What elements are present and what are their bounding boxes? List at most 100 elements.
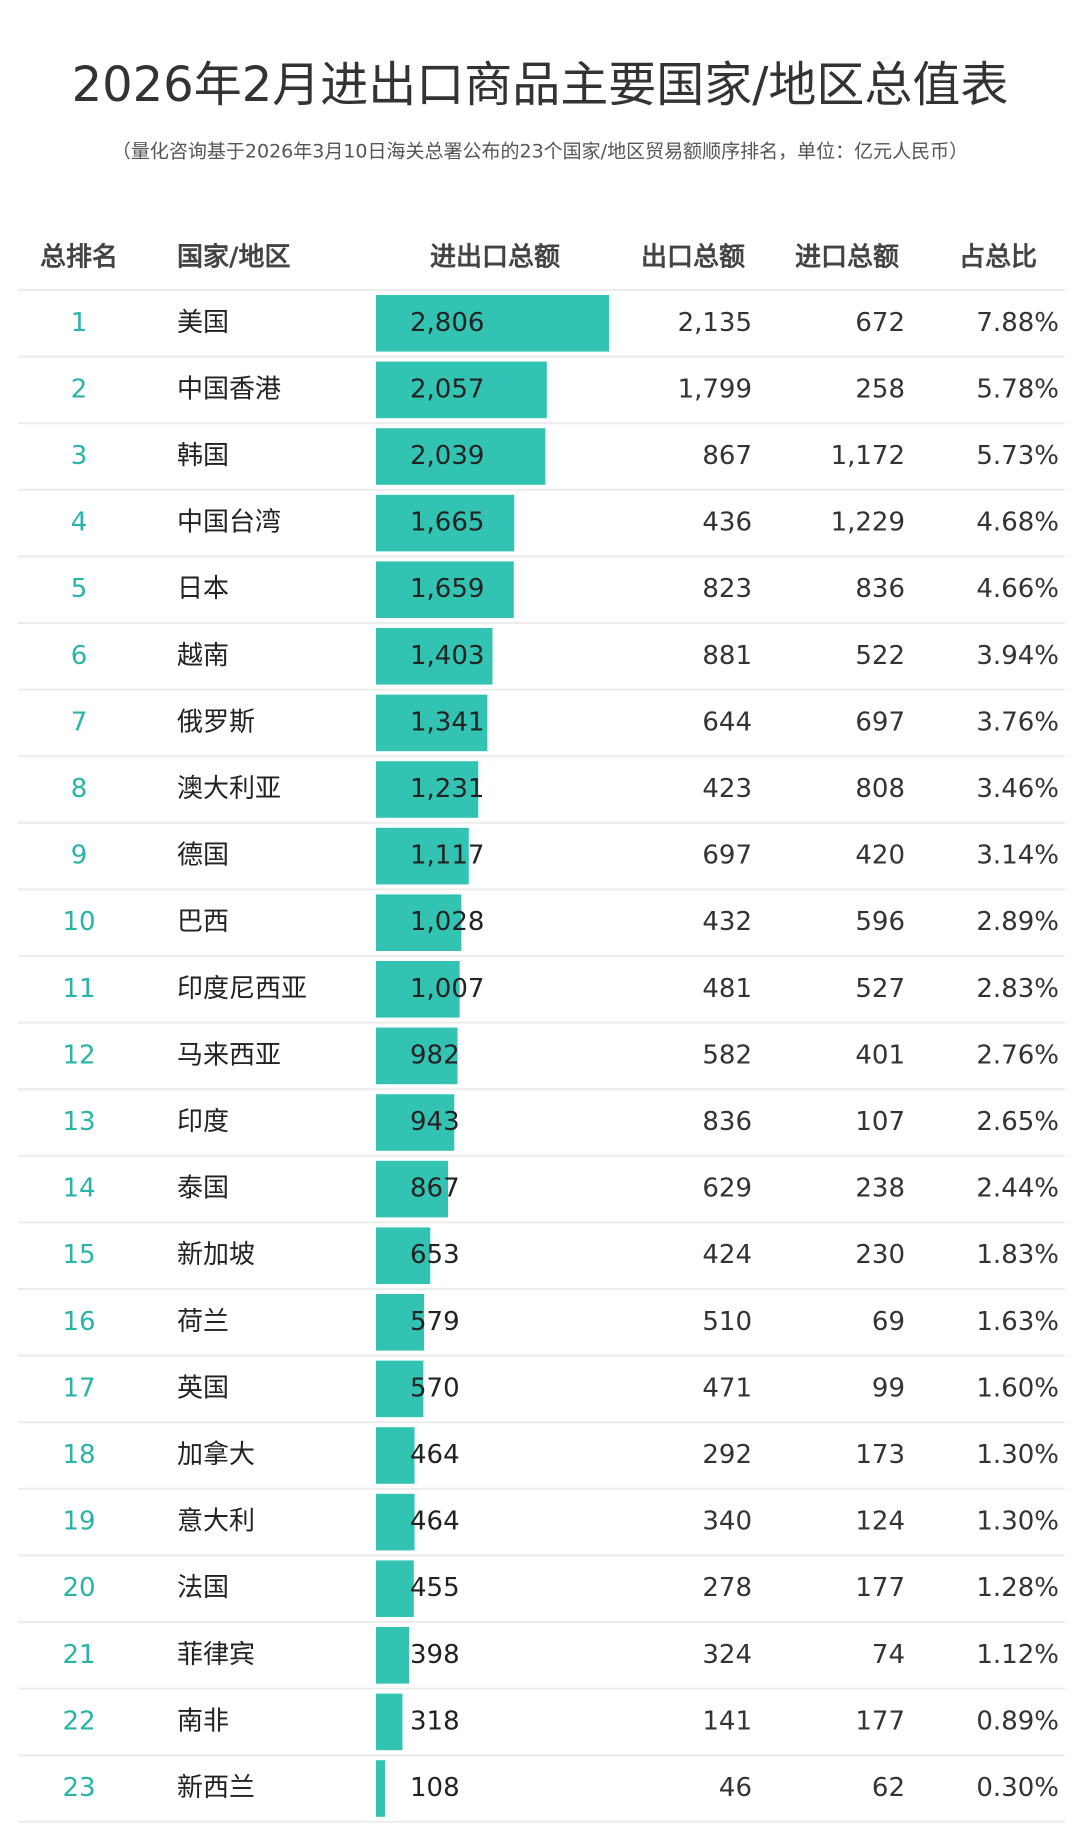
share-value: 3.46% [976,774,1059,804]
total-value: 464 [410,1440,460,1470]
total-value: 653 [410,1240,460,1270]
import-value: 99 [872,1373,905,1403]
rank: 17 [62,1373,95,1403]
total-value: 579 [410,1307,460,1337]
export-value: 471 [702,1373,752,1403]
export-value: 436 [702,508,752,538]
bar [376,1227,431,1284]
column-header: 总排名 [40,242,118,273]
export-value: 292 [702,1440,752,1470]
export-value: 644 [702,707,752,737]
share-value: 2.44% [976,1174,1059,1204]
country: 马来西亚 [177,1040,281,1070]
total-value: 1,665 [410,508,484,538]
rank: 22 [62,1706,95,1736]
import-value: 74 [872,1640,905,1670]
country: 南非 [177,1706,229,1736]
export-value: 324 [702,1640,752,1670]
bar [376,628,493,685]
share-value: 1.12% [976,1640,1059,1670]
total-value: 982 [410,1040,460,1070]
total-value: 1,659 [410,574,484,604]
rank: 9 [71,841,88,871]
bar [376,827,469,885]
share-value: 2.76% [976,1040,1059,1070]
bar [376,361,547,419]
title: 2026年2月进出口商品主要国家/地区总值表 [72,57,1009,113]
export-value: 836 [702,1107,752,1137]
share-value: 0.89% [976,1706,1059,1736]
bar [376,1560,414,1617]
import-value: 107 [855,1107,905,1137]
rank: 18 [62,1440,95,1470]
import-value: 124 [855,1507,905,1537]
country: 法国 [177,1573,229,1603]
import-value: 401 [855,1040,905,1070]
total-value: 1,403 [410,641,484,671]
import-value: 177 [855,1706,905,1736]
share-value: 2.65% [976,1107,1059,1137]
bar [376,1360,424,1418]
rank: 1 [71,308,88,338]
export-value: 481 [702,974,752,1004]
country: 意大利 [177,1507,255,1537]
bar [376,694,488,752]
total-value: 1,028 [410,907,484,937]
bar [376,1627,410,1684]
country: 英国 [177,1373,229,1403]
share-value: 5.78% [976,374,1059,404]
total-value: 1,117 [410,841,484,871]
column-header: 国家/地区 [177,242,291,273]
bar [376,1693,403,1751]
import-value: 1,172 [831,441,905,471]
export-value: 1,799 [678,374,752,404]
rank: 6 [71,641,88,671]
country: 美国 [177,308,229,338]
rank: 11 [62,974,95,1004]
import-value: 1,229 [831,508,905,538]
share-value: 0.30% [976,1773,1059,1803]
share-value: 3.14% [976,841,1059,871]
total-value: 570 [410,1373,460,1403]
country: 韩国 [177,441,229,471]
share-value: 1.63% [976,1307,1059,1337]
rank: 23 [62,1773,95,1803]
rank: 20 [62,1573,95,1603]
bar [376,295,609,352]
bar [376,1094,455,1151]
total-value: 2,806 [410,308,484,338]
country: 日本 [177,574,229,604]
country: 加拿大 [177,1440,255,1470]
total-value: 464 [410,1507,460,1537]
total-value: 108 [410,1773,460,1803]
bar [376,1160,448,1218]
share-value: 1.30% [976,1440,1059,1470]
export-value: 141 [702,1706,752,1736]
share-value: 1.60% [976,1373,1059,1403]
share-value: 3.76% [976,707,1059,737]
import-value: 177 [855,1573,905,1603]
country: 印度尼西亚 [177,974,307,1004]
import-value: 62 [872,1773,905,1803]
export-value: 46 [719,1773,752,1803]
total-value: 1,231 [410,774,484,804]
total-value: 2,057 [410,374,484,404]
rank: 15 [62,1240,95,1270]
export-value: 278 [702,1573,752,1603]
export-value: 697 [702,841,752,871]
import-value: 697 [855,707,905,737]
total-value: 2,039 [410,441,484,471]
share-value: 1.83% [976,1240,1059,1270]
import-value: 230 [855,1240,905,1270]
country: 德国 [177,841,229,871]
total-value: 398 [410,1640,460,1670]
bar [376,1760,385,1817]
share-value: 7.88% [976,308,1059,338]
share-value: 5.73% [976,441,1059,471]
column-header: 进口总额 [795,243,899,273]
share-value: 1.30% [976,1507,1059,1537]
share-value: 2.89% [976,907,1059,937]
import-value: 808 [855,774,905,804]
export-value: 629 [702,1174,752,1204]
